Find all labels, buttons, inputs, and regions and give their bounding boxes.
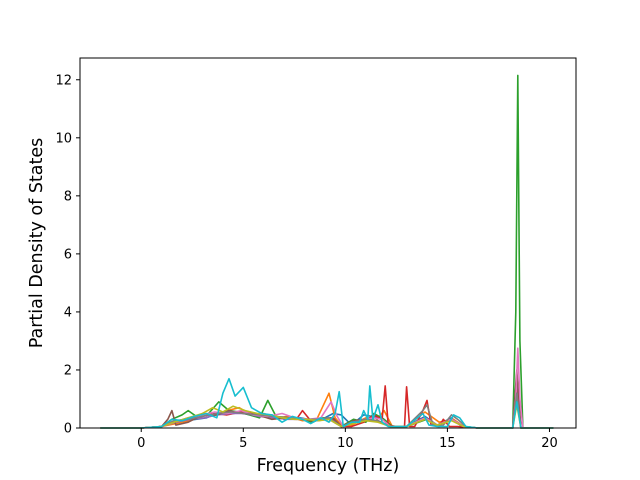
y-tick-label: 2 bbox=[64, 363, 72, 378]
x-axis-label: Frequency (THz) bbox=[257, 456, 400, 476]
x-tick-label: 0 bbox=[137, 436, 145, 451]
y-tick-label: 6 bbox=[64, 247, 72, 262]
x-tick-label: 20 bbox=[541, 436, 558, 451]
series-line-10 bbox=[100, 377, 554, 429]
y-tick-label: 12 bbox=[55, 73, 72, 88]
x-axis-ticks: 0 5 10 15 20 bbox=[137, 428, 558, 451]
x-tick-label: 5 bbox=[239, 436, 247, 451]
series-line-3 bbox=[100, 74, 554, 429]
y-axis-label: Partial Density of States bbox=[27, 138, 47, 349]
y-axis-ticks: 0 2 4 6 8 10 12 bbox=[55, 73, 80, 437]
y-tick-label: 4 bbox=[64, 305, 72, 320]
y-tick-label: 0 bbox=[64, 422, 72, 437]
plot-frame bbox=[79, 57, 577, 429]
y-tick-label: 8 bbox=[64, 189, 72, 204]
x-tick-label: 10 bbox=[337, 436, 354, 451]
y-tick-label: 10 bbox=[55, 131, 72, 146]
series-lines bbox=[100, 74, 554, 429]
x-tick-label: 15 bbox=[439, 436, 456, 451]
